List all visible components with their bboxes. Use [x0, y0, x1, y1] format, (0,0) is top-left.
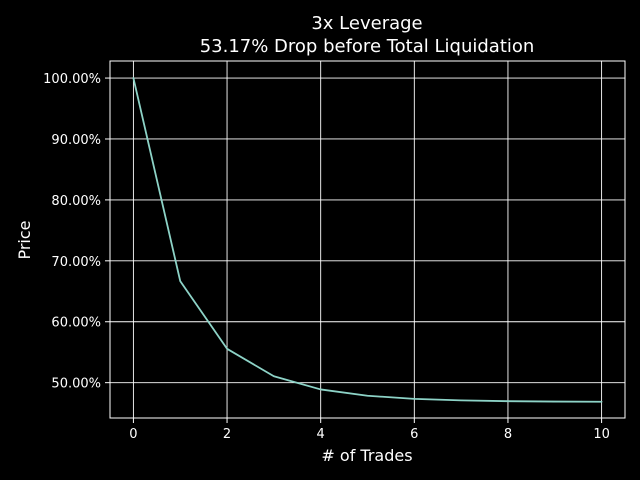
- plot-frame: [109, 60, 626, 419]
- grid-lines: [110, 61, 625, 418]
- y-tick-label: 50.00%: [51, 377, 101, 392]
- y-tick-label: 80.00%: [51, 194, 101, 209]
- y-axis-label: Price: [15, 220, 34, 259]
- y-axis-ticks: 50.00% 60.00% 70.00% 80.00% 90.00% 100.00%: [43, 72, 110, 392]
- y-tick-label: 70.00%: [51, 255, 101, 270]
- series-layer: [132, 77, 603, 403]
- x-tick-label: 8: [504, 427, 512, 442]
- x-axis-label: # of Trades: [321, 446, 412, 465]
- x-tick-label: 10: [593, 427, 610, 442]
- x-tick-label: 2: [223, 427, 231, 442]
- chart-subtitle: 53.17% Drop before Total Liquidation: [200, 36, 535, 57]
- x-tick-label: 6: [410, 427, 418, 442]
- y-tick-label: 60.00%: [51, 316, 101, 331]
- x-axis-ticks: 0 2 4 6 8 10: [129, 418, 610, 442]
- axes-frame: [109, 60, 626, 419]
- y-tick-label: 100.00%: [43, 72, 101, 87]
- x-tick-label: 0: [129, 427, 137, 442]
- x-tick-label: 4: [317, 427, 325, 442]
- y-tick-label: 90.00%: [51, 133, 101, 148]
- chart-title: 3x Leverage: [311, 13, 422, 34]
- series-line: [132, 77, 603, 403]
